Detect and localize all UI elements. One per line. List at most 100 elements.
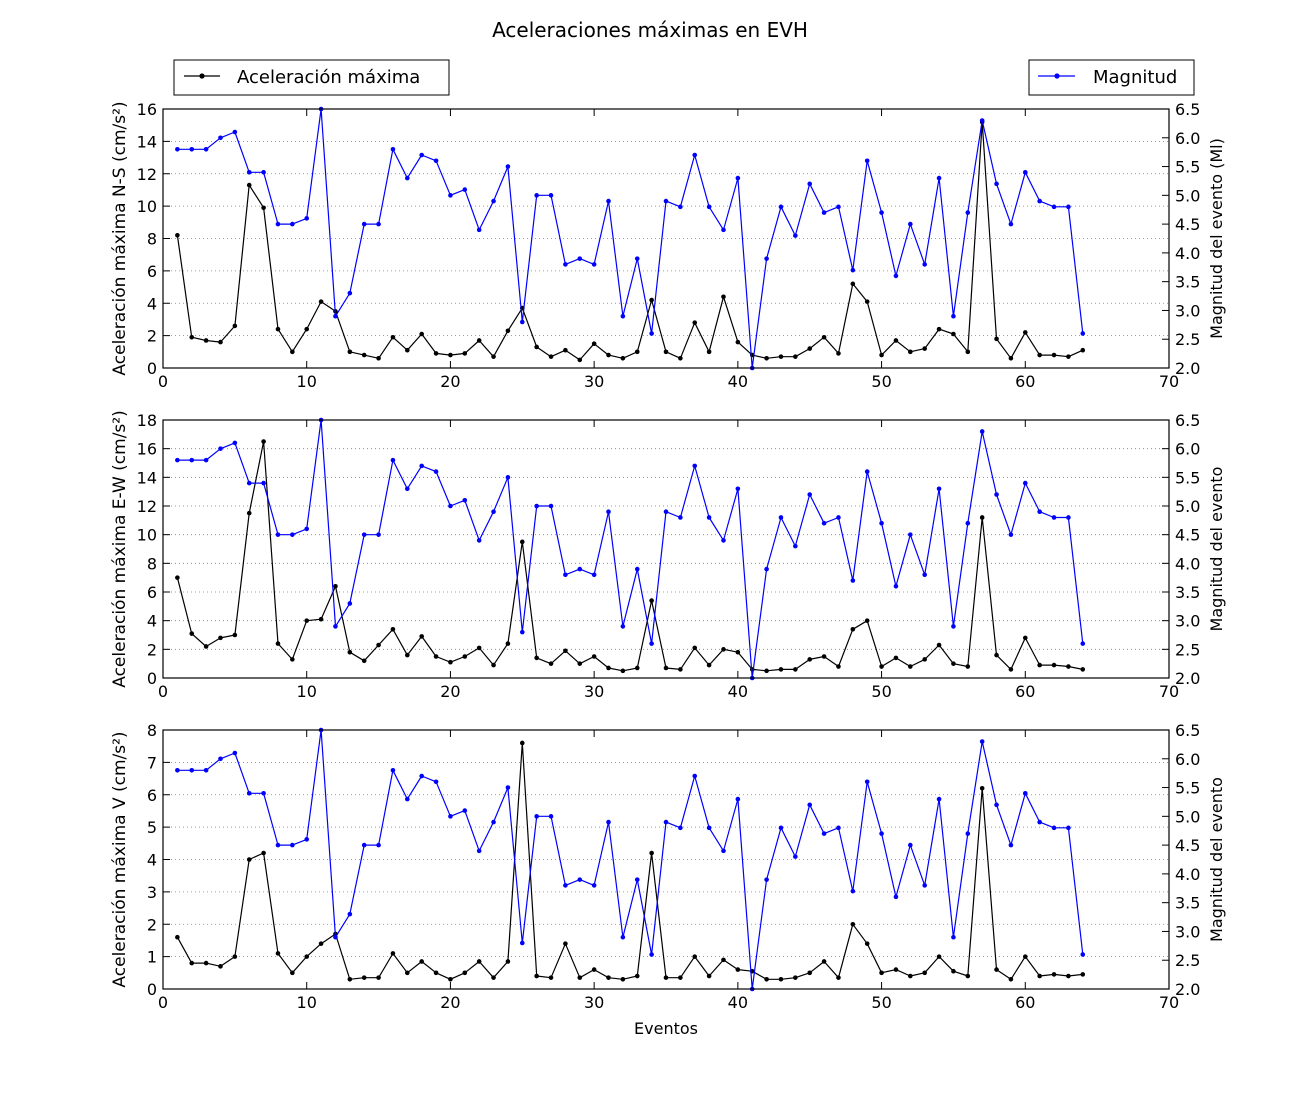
acceleration-point — [807, 657, 813, 662]
acceleration-point — [476, 959, 482, 964]
magnitude-point — [836, 515, 841, 520]
magnitude-point — [606, 819, 611, 825]
y2-tick-label: 3.5 — [1175, 273, 1200, 292]
magnitude-point — [649, 641, 654, 646]
y2-tick-label: 3.5 — [1175, 894, 1200, 913]
magnitude-point — [203, 146, 209, 152]
magnitude-point — [405, 486, 410, 492]
acceleration-point — [908, 664, 913, 669]
acceleration-point — [577, 975, 583, 980]
x-tick-label: 20 — [440, 372, 460, 391]
acceleration-point — [663, 665, 669, 671]
magnitude-point — [1051, 825, 1057, 831]
acceleration-point — [606, 352, 611, 358]
magnitude-point — [1037, 819, 1042, 825]
acceleration-point — [634, 973, 640, 979]
magnitude-point — [333, 934, 338, 940]
acceleration-point — [1080, 667, 1086, 672]
y-tick-label: 16 — [137, 100, 157, 119]
magnitude-point — [634, 256, 640, 261]
y2-tick-label: 4.5 — [1175, 836, 1200, 855]
magnitude-point — [519, 629, 525, 635]
acceleration-point — [706, 349, 712, 355]
acceleration-point — [534, 655, 539, 661]
magnitude-point — [519, 940, 525, 946]
x-tick-label: 0 — [158, 682, 168, 701]
magnitude-point — [347, 601, 353, 606]
acceleration-point — [433, 654, 439, 659]
magnitude-point — [721, 227, 726, 233]
magnitude-point — [591, 883, 597, 888]
magnitude-point — [821, 831, 827, 836]
acceleration-point — [735, 649, 741, 655]
acceleration-point — [1008, 976, 1014, 982]
acceleration-point — [864, 941, 870, 946]
acceleration-point — [922, 346, 927, 351]
acceleration-point — [304, 954, 310, 959]
magnitude-point — [764, 877, 769, 882]
magnitude-point — [706, 825, 712, 831]
magnitude-point — [893, 583, 899, 589]
x-tick-label: 40 — [728, 993, 748, 1012]
acceleration-point — [304, 618, 310, 623]
x-tick-label: 30 — [584, 993, 604, 1012]
magnitude-point — [663, 509, 669, 515]
magnitude-point — [189, 767, 195, 773]
acceleration-series-line — [176, 440, 1083, 672]
x-tick-label: 70 — [1159, 682, 1179, 701]
y-tick-label: 8 — [147, 554, 157, 573]
x-tick-label: 10 — [297, 372, 317, 391]
magnitude-point — [850, 888, 856, 894]
acceleration-point — [476, 645, 482, 651]
acceleration-point — [764, 976, 769, 982]
magnitude-point — [548, 503, 554, 509]
y2-tick-label: 5.0 — [1175, 497, 1200, 516]
magnitude-point — [448, 503, 453, 509]
acceleration-point — [850, 626, 856, 632]
magnitude-point — [936, 796, 942, 802]
acceleration-point — [951, 968, 956, 974]
acceleration-point — [548, 661, 554, 666]
magnitude-point — [1051, 204, 1057, 210]
acceleration-point — [951, 661, 956, 666]
x-tick-label: 40 — [728, 372, 748, 391]
acceleration-point — [304, 326, 310, 332]
acceleration-point — [778, 667, 784, 672]
magnitude-point — [620, 313, 626, 319]
acceleration-point — [1022, 330, 1028, 335]
acceleration-point — [807, 970, 813, 976]
acceleration-point — [203, 338, 209, 343]
acceleration-point — [908, 349, 913, 355]
acceleration-point — [189, 334, 195, 340]
acceleration-point — [1080, 347, 1086, 353]
magnitude-point — [778, 825, 784, 831]
y-tick-label: 5 — [147, 818, 157, 837]
acceleration-point — [505, 641, 511, 646]
acceleration-point — [979, 785, 985, 791]
y-tick-label: 0 — [147, 359, 157, 378]
acceleration-point — [491, 662, 496, 668]
legend-acceleration-label: Aceleración máxima — [237, 67, 420, 88]
y-axis-label: Aceleración máxima E-W (cm/s²) — [110, 410, 130, 688]
x-tick-label: 20 — [440, 993, 460, 1012]
magnitude-point — [922, 572, 927, 578]
acceleration-point — [951, 331, 956, 337]
magnitude-point — [361, 221, 367, 227]
acceleration-point — [505, 959, 511, 964]
acceleration-point — [850, 281, 856, 287]
magnitude-point — [476, 227, 482, 233]
magnitude-point — [893, 894, 899, 900]
acceleration-point — [1066, 354, 1071, 359]
magnitude-point — [189, 146, 195, 152]
magnitude-point — [850, 267, 856, 273]
y-tick-label: 12 — [137, 497, 157, 516]
x-tick-label: 20 — [440, 682, 460, 701]
y2-tick-label: 4.0 — [1175, 554, 1200, 573]
magnitude-point — [807, 181, 813, 187]
acceleration-point — [793, 975, 798, 980]
acceleration-point — [807, 346, 813, 351]
magnitude-point — [304, 837, 310, 842]
acceleration-point — [1051, 972, 1057, 977]
magnitude-point — [1080, 331, 1086, 336]
